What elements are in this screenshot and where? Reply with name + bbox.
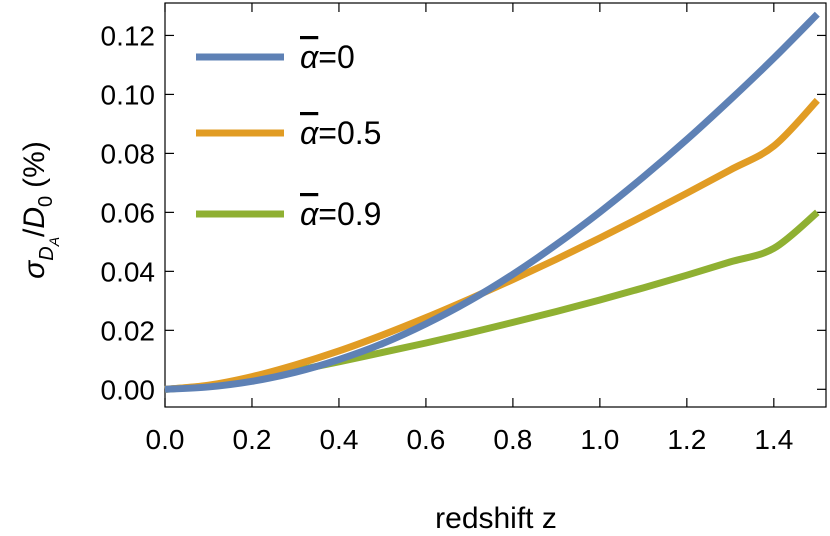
x-tick-label: 1.0	[580, 424, 619, 455]
legend-symbol: α	[300, 39, 319, 75]
y-tick-label: 0.08	[101, 138, 156, 169]
y-tick-label: 0.04	[101, 256, 156, 287]
y-axis-title: σDA/D0(%)	[18, 141, 62, 279]
x-tick-label: 1.2	[667, 424, 706, 455]
x-tick-label: 1.4	[754, 424, 793, 455]
series-lines	[164, 11, 820, 393]
series-line-2	[164, 209, 820, 393]
legend-suffix: =0.9	[318, 196, 381, 232]
y-title-sub-D: D	[36, 246, 58, 260]
legend-symbol: α	[300, 196, 319, 232]
x-tick-label: 0.2	[233, 424, 272, 455]
x-tick-label: 0.0	[146, 424, 185, 455]
x-tick-label: 0.4	[319, 424, 358, 455]
y-tick-label: 0.06	[101, 197, 156, 228]
legend-label: α=0.9	[300, 196, 381, 232]
legend-suffix: =0	[318, 39, 354, 75]
axis-ticks	[164, 3, 826, 407]
y-title-slash: /	[18, 228, 51, 237]
y-tick-label: 0.00	[101, 374, 156, 405]
x-tick-label: 0.6	[406, 424, 445, 455]
series-line-0	[164, 11, 820, 393]
x-tick-label: 0.8	[493, 424, 532, 455]
legend-label: α=0	[300, 39, 355, 75]
series-line-1	[164, 97, 820, 393]
y-title-D: D	[18, 207, 51, 229]
legend-symbol: α	[300, 115, 319, 151]
legend-suffix: =0.5	[318, 115, 381, 151]
plot-frame	[164, 2, 827, 408]
axis-tick-labels: 0.0 0.2 0.4 0.6 0.8 1.0 1.2 1.4 0.00 0.02 0.04 0.06…	[101, 20, 794, 455]
svg-text:σDA/D0(%): σDA/D0(%)	[18, 141, 62, 279]
legend: α=0α=0.5α=0.9	[196, 39, 381, 232]
y-title-sigma: σ	[18, 259, 51, 279]
legend-label: α=0.5	[300, 115, 381, 151]
y-title-sub-A: A	[46, 237, 62, 247]
y-tick-label: 0.02	[101, 315, 156, 346]
y-tick-label: 0.10	[101, 79, 156, 110]
y-title-sub-0: 0	[35, 196, 57, 207]
x-axis-title: redshift z	[435, 502, 557, 535]
y-title-unit: (%)	[18, 141, 51, 188]
y-tick-label: 0.12	[101, 20, 156, 51]
